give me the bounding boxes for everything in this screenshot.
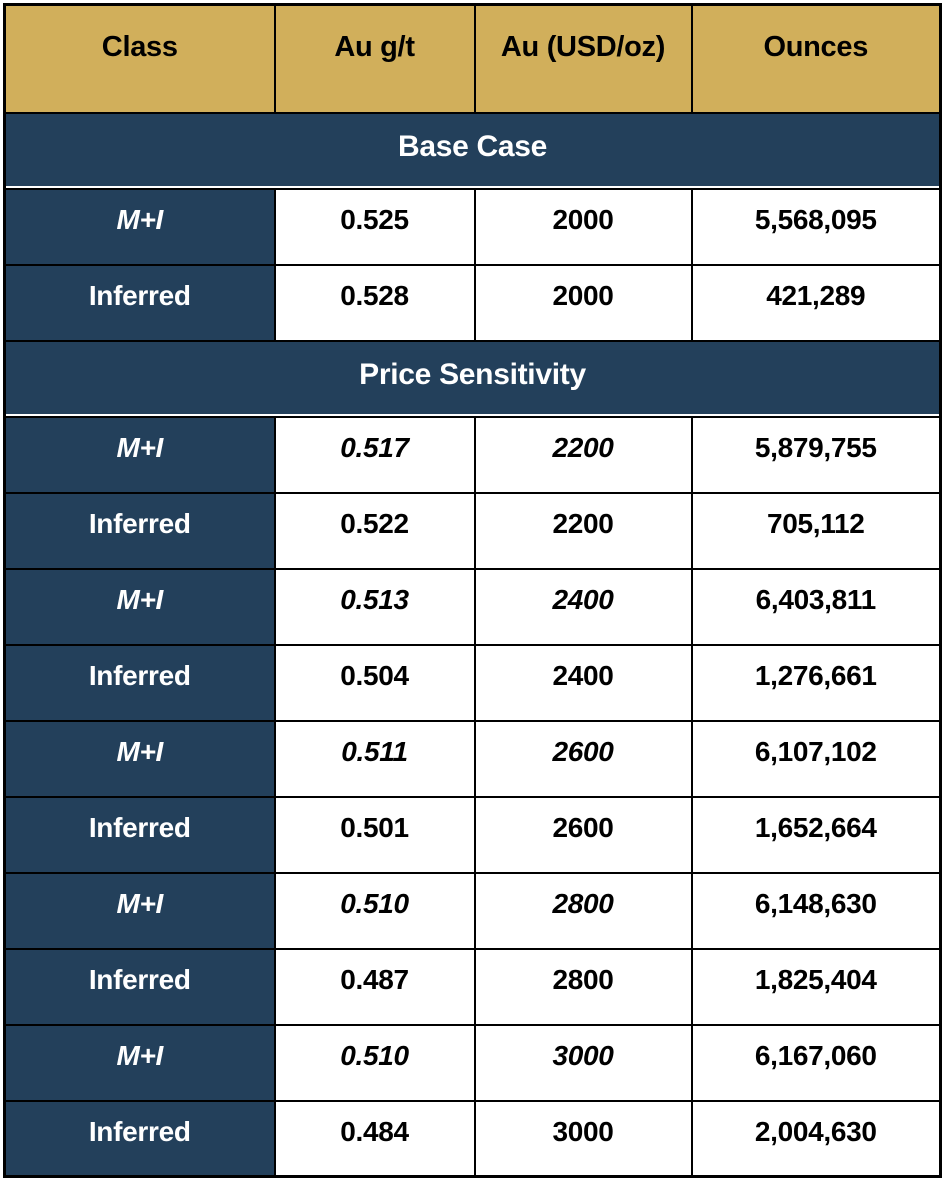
au-usd-oz-cell: 2600 <box>473 795 693 874</box>
ounces-cell: 705,112 <box>690 491 942 570</box>
au-gt-cell: 0.525 <box>273 187 476 266</box>
section-header-row: Base Case <box>3 111 942 190</box>
ounces-cell: 421,289 <box>690 263 942 342</box>
column-header-au-usd-oz: Au (USD/oz) <box>473 3 693 114</box>
au-gt-cell: 0.504 <box>273 643 476 722</box>
au-usd-oz-cell: 3000 <box>473 1099 693 1178</box>
column-header-class: Class <box>3 3 276 114</box>
au-usd-oz-cell: 2400 <box>473 643 693 722</box>
class-cell: M+I <box>3 1023 276 1102</box>
section-header-row: Price Sensitivity <box>3 339 942 418</box>
au-usd-oz-cell: 2800 <box>473 947 693 1026</box>
au-usd-oz-cell: 2000 <box>473 263 693 342</box>
table-header: Class Au g/t Au (USD/oz) Ounces <box>3 3 942 114</box>
au-gt-cell: 0.501 <box>273 795 476 874</box>
column-header-row: Class Au g/t Au (USD/oz) Ounces <box>3 3 942 114</box>
au-gt-cell: 0.511 <box>273 719 476 798</box>
table-row: Inferred 0.528 2000 421,289 <box>3 263 942 342</box>
table-row: Inferred 0.504 2400 1,276,661 <box>3 643 942 722</box>
class-cell: M+I <box>3 415 276 494</box>
table-row: M+I 0.511 2600 6,107,102 <box>3 719 942 798</box>
table-row: Inferred 0.484 3000 2,004,630 <box>3 1099 942 1178</box>
ounces-cell: 6,107,102 <box>690 719 942 798</box>
au-usd-oz-cell: 2800 <box>473 871 693 950</box>
class-cell: M+I <box>3 187 276 266</box>
column-header-ounces: Ounces <box>690 3 942 114</box>
class-cell: Inferred <box>3 263 276 342</box>
ounces-cell: 5,568,095 <box>690 187 942 266</box>
ounces-cell: 6,403,811 <box>690 567 942 646</box>
table-body: Base Case M+I 0.525 2000 5,568,095 Inferred 0.… <box>3 111 942 1178</box>
ounces-cell: 5,879,755 <box>690 415 942 494</box>
au-gt-cell: 0.484 <box>273 1099 476 1178</box>
class-cell: Inferred <box>3 491 276 570</box>
table-row: Inferred 0.487 2800 1,825,404 <box>3 947 942 1026</box>
au-usd-oz-cell: 3000 <box>473 1023 693 1102</box>
table-row: M+I 0.510 2800 6,148,630 <box>3 871 942 950</box>
au-gt-cell: 0.510 <box>273 871 476 950</box>
table-row: M+I 0.517 2200 5,879,755 <box>3 415 942 494</box>
ounces-cell: 6,148,630 <box>690 871 942 950</box>
ounces-cell: 6,167,060 <box>690 1023 942 1102</box>
ounces-cell: 1,825,404 <box>690 947 942 1026</box>
au-usd-oz-cell: 2000 <box>473 187 693 266</box>
class-cell: Inferred <box>3 947 276 1026</box>
class-cell: Inferred <box>3 1099 276 1178</box>
au-usd-oz-cell: 2200 <box>473 491 693 570</box>
section-title: Base Case <box>3 111 942 190</box>
class-cell: M+I <box>3 871 276 950</box>
ounces-cell: 1,652,664 <box>690 795 942 874</box>
au-gt-cell: 0.487 <box>273 947 476 1026</box>
table-row: M+I 0.525 2000 5,568,095 <box>3 187 942 266</box>
class-cell: M+I <box>3 719 276 798</box>
ounces-cell: 1,276,661 <box>690 643 942 722</box>
au-usd-oz-cell: 2200 <box>473 415 693 494</box>
table-row: Inferred 0.501 2600 1,652,664 <box>3 795 942 874</box>
au-gt-cell: 0.510 <box>273 1023 476 1102</box>
class-cell: Inferred <box>3 643 276 722</box>
table-row: M+I 0.510 3000 6,167,060 <box>3 1023 942 1102</box>
column-header-au-gt: Au g/t <box>273 3 476 114</box>
ounces-cell: 2,004,630 <box>690 1099 942 1178</box>
au-usd-oz-cell: 2400 <box>473 567 693 646</box>
section-title: Price Sensitivity <box>3 339 942 418</box>
au-gt-cell: 0.517 <box>273 415 476 494</box>
au-gt-cell: 0.513 <box>273 567 476 646</box>
au-gt-cell: 0.528 <box>273 263 476 342</box>
class-cell: Inferred <box>3 795 276 874</box>
au-gt-cell: 0.522 <box>273 491 476 570</box>
class-cell: M+I <box>3 567 276 646</box>
resource-estimate-table: Class Au g/t Au (USD/oz) Ounces Base Cas… <box>3 3 942 1178</box>
table-row: M+I 0.513 2400 6,403,811 <box>3 567 942 646</box>
table-row: Inferred 0.522 2200 705,112 <box>3 491 942 570</box>
au-usd-oz-cell: 2600 <box>473 719 693 798</box>
